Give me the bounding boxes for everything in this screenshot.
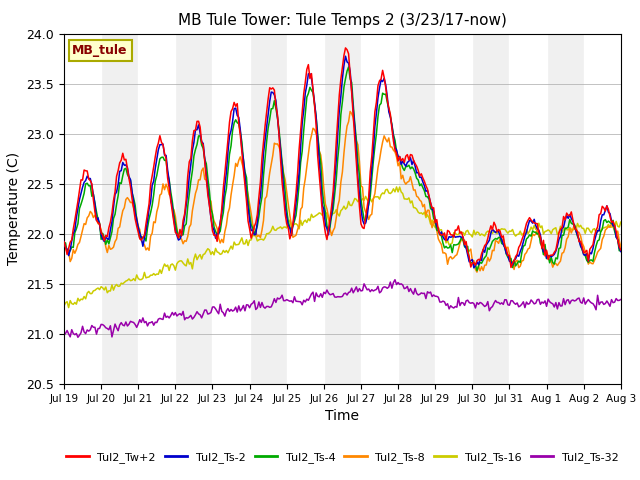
Bar — [64, 34, 101, 384]
Bar — [361, 34, 398, 384]
Bar — [435, 34, 472, 384]
Y-axis label: Temperature (C): Temperature (C) — [7, 152, 21, 265]
X-axis label: Time: Time — [325, 409, 360, 423]
Legend: Tul2_Tw+2, Tul2_Ts-2, Tul2_Ts-4, Tul2_Ts-8, Tul2_Ts-16, Tul2_Ts-32: Tul2_Tw+2, Tul2_Ts-2, Tul2_Ts-4, Tul2_Ts… — [62, 447, 623, 467]
Title: MB Tule Tower: Tule Temps 2 (3/23/17-now): MB Tule Tower: Tule Temps 2 (3/23/17-now… — [178, 13, 507, 28]
Bar — [212, 34, 250, 384]
Bar — [138, 34, 175, 384]
Bar — [584, 34, 621, 384]
Text: MB_tule: MB_tule — [72, 44, 128, 57]
Bar — [509, 34, 547, 384]
Bar — [287, 34, 324, 384]
